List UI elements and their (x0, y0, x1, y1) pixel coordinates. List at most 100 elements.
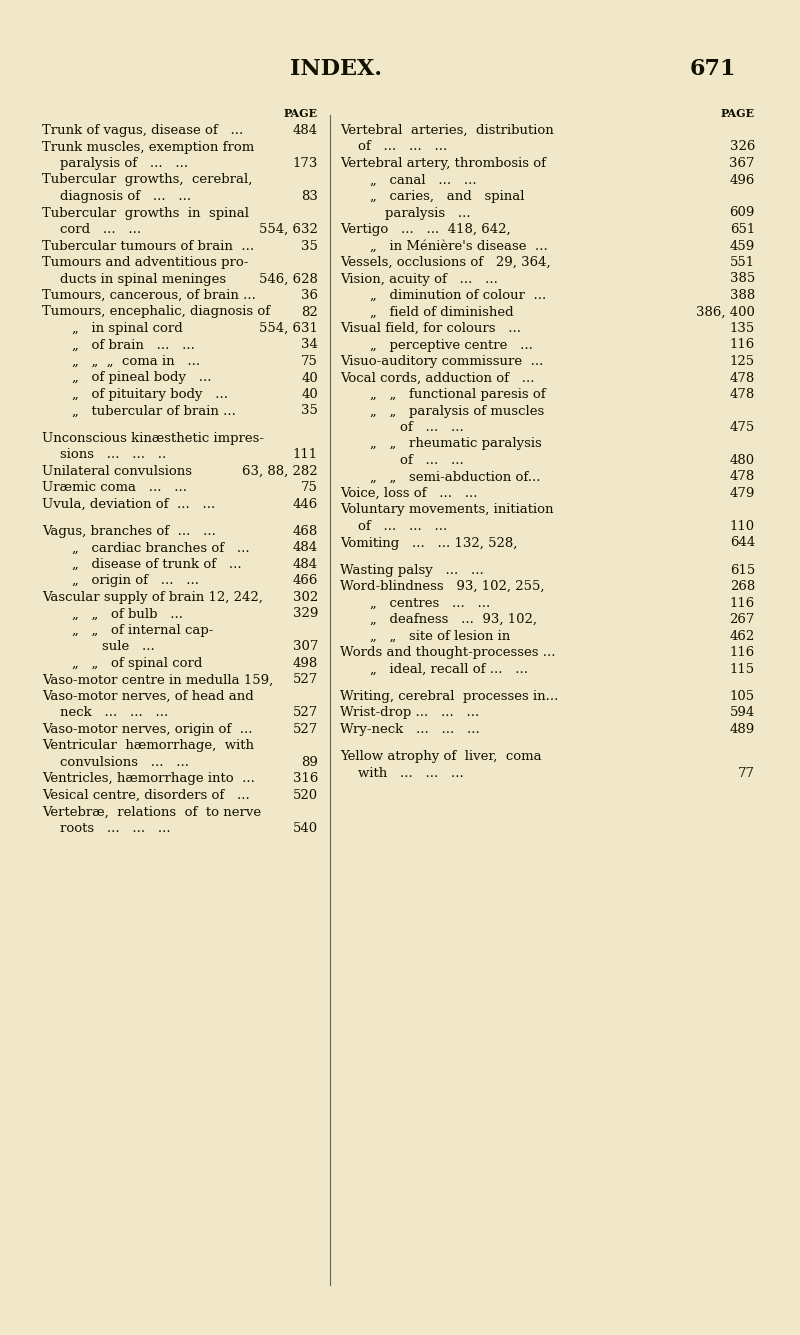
Text: „   „   site of lesion in: „ „ site of lesion in (370, 630, 510, 642)
Text: Vagus, branches of  ...   ...: Vagus, branches of ... ... (42, 525, 216, 538)
Text: 82: 82 (302, 306, 318, 319)
Text: Ventricles, hæmorrhage into  ...: Ventricles, hæmorrhage into ... (42, 773, 255, 785)
Text: 468: 468 (293, 525, 318, 538)
Text: 594: 594 (730, 706, 755, 720)
Text: neck   ...   ...   ...: neck ... ... ... (60, 706, 168, 720)
Text: 527: 527 (293, 706, 318, 720)
Text: 478: 478 (730, 388, 755, 400)
Text: 267: 267 (730, 613, 755, 626)
Text: „   origin of   ...   ...: „ origin of ... ... (72, 574, 199, 587)
Text: 329: 329 (293, 607, 318, 621)
Text: 554, 631: 554, 631 (259, 322, 318, 335)
Text: 386, 400: 386, 400 (696, 306, 755, 319)
Text: „   „   paralysis of muscles: „ „ paralysis of muscles (370, 405, 544, 418)
Text: 546, 628: 546, 628 (259, 272, 318, 286)
Text: sule   ...: sule ... (102, 641, 154, 653)
Text: 609: 609 (730, 207, 755, 219)
Text: Vesical centre, disorders of   ...: Vesical centre, disorders of ... (42, 789, 250, 802)
Text: with   ...   ...   ...: with ... ... ... (358, 766, 464, 780)
Text: Tumours, encephalic, diagnosis of: Tumours, encephalic, diagnosis of (42, 306, 270, 319)
Text: Tubercular  growths,  cerebral,: Tubercular growths, cerebral, (42, 174, 252, 187)
Text: Vessels, occlusions of   29, 364,: Vessels, occlusions of 29, 364, (340, 256, 550, 268)
Text: PAGE: PAGE (721, 108, 755, 119)
Text: 75: 75 (301, 481, 318, 494)
Text: Wasting palsy   ...   ...: Wasting palsy ... ... (340, 563, 484, 577)
Text: „   field of diminished: „ field of diminished (370, 306, 514, 319)
Text: Uvula, deviation of  ...   ...: Uvula, deviation of ... ... (42, 498, 215, 511)
Text: „   „   of bulb   ...: „ „ of bulb ... (72, 607, 183, 621)
Text: „   „  „  coma in   ...: „ „ „ coma in ... (72, 355, 200, 368)
Text: Unilateral convulsions: Unilateral convulsions (42, 465, 192, 478)
Text: 484: 484 (293, 542, 318, 554)
Text: „   ideal, recall of ...   ...: „ ideal, recall of ... ... (370, 662, 528, 676)
Text: „   centres   ...   ...: „ centres ... ... (370, 597, 490, 610)
Text: 110: 110 (730, 521, 755, 533)
Text: 63, 88, 282: 63, 88, 282 (242, 465, 318, 478)
Text: Word-blindness   93, 102, 255,: Word-blindness 93, 102, 255, (340, 581, 545, 593)
Text: sions   ...   ...   ..: sions ... ... .. (60, 449, 166, 461)
Text: 496: 496 (730, 174, 755, 187)
Text: 40: 40 (302, 371, 318, 384)
Text: of   ...   ...: of ... ... (400, 421, 464, 434)
Text: PAGE: PAGE (284, 108, 318, 119)
Text: Tumours, cancerous, of brain ...: Tumours, cancerous, of brain ... (42, 288, 256, 302)
Text: Wrist-drop ...   ...   ...: Wrist-drop ... ... ... (340, 706, 479, 720)
Text: 173: 173 (293, 158, 318, 170)
Text: roots   ...   ...   ...: roots ... ... ... (60, 822, 170, 834)
Text: Trunk muscles, exemption from: Trunk muscles, exemption from (42, 140, 254, 154)
Text: Ventricular  hæmorrhage,  with: Ventricular hæmorrhage, with (42, 740, 254, 753)
Text: of   ...   ...   ...: of ... ... ... (358, 521, 447, 533)
Text: Trunk of vagus, disease of   ...: Trunk of vagus, disease of ... (42, 124, 243, 138)
Text: Tubercular  growths  in  spinal: Tubercular growths in spinal (42, 207, 249, 219)
Text: Writing, cerebral  processes in...: Writing, cerebral processes in... (340, 690, 558, 704)
Text: 520: 520 (293, 789, 318, 802)
Text: „   of pineal body   ...: „ of pineal body ... (72, 371, 211, 384)
Text: 551: 551 (730, 256, 755, 268)
Text: „   caries,   and   spinal: „ caries, and spinal (370, 190, 525, 203)
Text: „   of brain   ...   ...: „ of brain ... ... (72, 339, 195, 351)
Text: Vaso-motor nerves, of head and: Vaso-motor nerves, of head and (42, 690, 254, 704)
Text: Visuo-auditory commissure  ...: Visuo-auditory commissure ... (340, 355, 543, 368)
Text: „   canal   ...   ...: „ canal ... ... (370, 174, 477, 187)
Text: „   „   semi-abduction of...: „ „ semi-abduction of... (370, 470, 541, 483)
Text: 651: 651 (730, 223, 755, 236)
Text: Vertebral artery, thrombosis of: Vertebral artery, thrombosis of (340, 158, 546, 170)
Text: 35: 35 (301, 239, 318, 252)
Text: Yellow atrophy of  liver,  coma: Yellow atrophy of liver, coma (340, 750, 542, 764)
Text: paralysis   ...: paralysis ... (385, 207, 470, 219)
Text: 326: 326 (730, 140, 755, 154)
Text: convulsions   ...   ...: convulsions ... ... (60, 756, 189, 769)
Text: 459: 459 (730, 239, 755, 252)
Text: Vascular supply of brain 12, 242,: Vascular supply of brain 12, 242, (42, 591, 263, 603)
Text: 498: 498 (293, 657, 318, 670)
Text: 135: 135 (730, 322, 755, 335)
Text: 644: 644 (730, 537, 755, 550)
Text: cord   ...   ...: cord ... ... (60, 223, 141, 236)
Text: 615: 615 (730, 563, 755, 577)
Text: of   ...   ...: of ... ... (400, 454, 464, 467)
Text: 367: 367 (730, 158, 755, 170)
Text: 116: 116 (730, 646, 755, 659)
Text: 34: 34 (301, 339, 318, 351)
Text: 302: 302 (293, 591, 318, 603)
Text: Vertigo   ...   ...  418, 642,: Vertigo ... ... 418, 642, (340, 223, 510, 236)
Text: „   „   of spinal cord: „ „ of spinal cord (72, 657, 202, 670)
Text: 489: 489 (730, 724, 755, 736)
Text: 480: 480 (730, 454, 755, 467)
Text: 115: 115 (730, 662, 755, 676)
Text: „   „   functional paresis of: „ „ functional paresis of (370, 388, 546, 400)
Text: „   disease of trunk of   ...: „ disease of trunk of ... (72, 558, 242, 571)
Text: „   „   of internal cap-: „ „ of internal cap- (72, 623, 214, 637)
Text: „   of pituitary body   ...: „ of pituitary body ... (72, 388, 228, 400)
Text: 125: 125 (730, 355, 755, 368)
Text: 484: 484 (293, 124, 318, 138)
Text: „   perceptive centre   ...: „ perceptive centre ... (370, 339, 533, 351)
Text: 316: 316 (293, 773, 318, 785)
Text: 671: 671 (690, 57, 736, 80)
Text: INDEX.: INDEX. (290, 57, 382, 80)
Text: of   ...   ...   ...: of ... ... ... (358, 140, 447, 154)
Text: ducts in spinal meninges: ducts in spinal meninges (60, 272, 226, 286)
Text: Vision, acuity of   ...   ...: Vision, acuity of ... ... (340, 272, 498, 286)
Text: 40: 40 (302, 388, 318, 400)
Text: 466: 466 (293, 574, 318, 587)
